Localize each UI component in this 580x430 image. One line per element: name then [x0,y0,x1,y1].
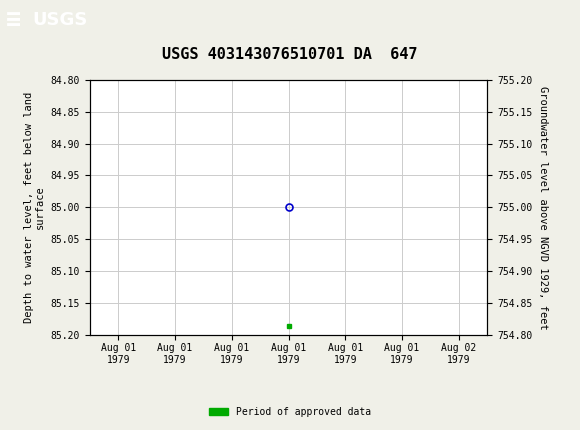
Text: USGS 403143076510701 DA  647: USGS 403143076510701 DA 647 [162,47,418,62]
Y-axis label: Depth to water level, feet below land
surface: Depth to water level, feet below land su… [24,92,45,323]
Text: ≡: ≡ [6,8,21,32]
Legend: Period of approved data: Period of approved data [205,403,375,421]
Text: USGS: USGS [32,11,87,29]
Y-axis label: Groundwater level above NGVD 1929, feet: Groundwater level above NGVD 1929, feet [538,86,548,329]
